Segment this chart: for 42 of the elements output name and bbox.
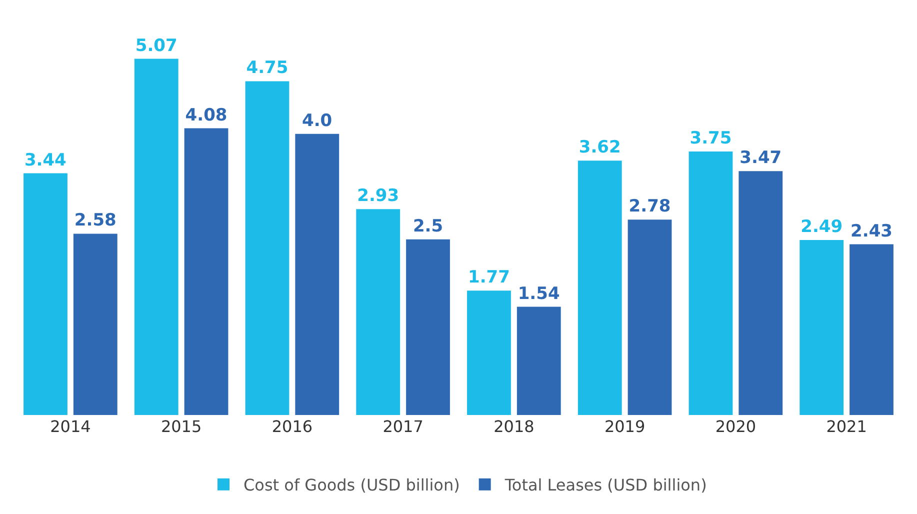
bar xyxy=(628,220,672,415)
bar xyxy=(738,171,783,415)
bar xyxy=(516,306,561,415)
data-label: 4.0 xyxy=(302,110,332,131)
x-tick-label: 2017 xyxy=(382,417,424,436)
x-tick-label: 2021 xyxy=(826,417,867,436)
bar xyxy=(295,134,340,415)
x-tick-label: 2018 xyxy=(494,417,534,436)
data-label: 5.07 xyxy=(135,36,178,56)
data-label: 4.75 xyxy=(246,58,288,78)
data-label: 3.62 xyxy=(578,138,621,158)
x-tick-label: 2015 xyxy=(160,417,202,436)
bar xyxy=(467,290,511,415)
data-label: 2.49 xyxy=(800,217,843,238)
bar xyxy=(800,240,844,415)
bar xyxy=(850,244,894,415)
legend-label: Total Leases (USD billion) xyxy=(504,476,707,495)
x-tick-label: 2014 xyxy=(50,417,91,436)
bar xyxy=(356,209,400,415)
data-label: 2.58 xyxy=(74,210,116,231)
data-label: 3.44 xyxy=(24,150,67,170)
x-tick-label: 2016 xyxy=(272,417,313,436)
data-label: 3.47 xyxy=(740,148,782,168)
data-label: 2.93 xyxy=(357,186,400,206)
bar xyxy=(688,152,733,415)
data-label: 1.54 xyxy=(518,284,560,304)
data-label: 4.08 xyxy=(185,105,228,126)
bar xyxy=(24,173,68,415)
bar xyxy=(406,239,450,415)
x-tick-label: 2020 xyxy=(715,417,756,436)
data-label: 1.77 xyxy=(468,268,510,288)
bar xyxy=(245,81,290,415)
bar xyxy=(73,234,118,415)
data-label: 2.43 xyxy=(850,221,892,242)
bar xyxy=(134,58,178,415)
x-tick-label: 2019 xyxy=(604,417,646,436)
bar xyxy=(184,128,228,415)
legend-label: Cost of Goods (USD billion) xyxy=(244,476,460,495)
data-label: 3.75 xyxy=(690,128,732,148)
bar xyxy=(578,160,622,415)
data-label: 2.78 xyxy=(628,196,671,217)
data-label: 2.5 xyxy=(412,216,444,236)
